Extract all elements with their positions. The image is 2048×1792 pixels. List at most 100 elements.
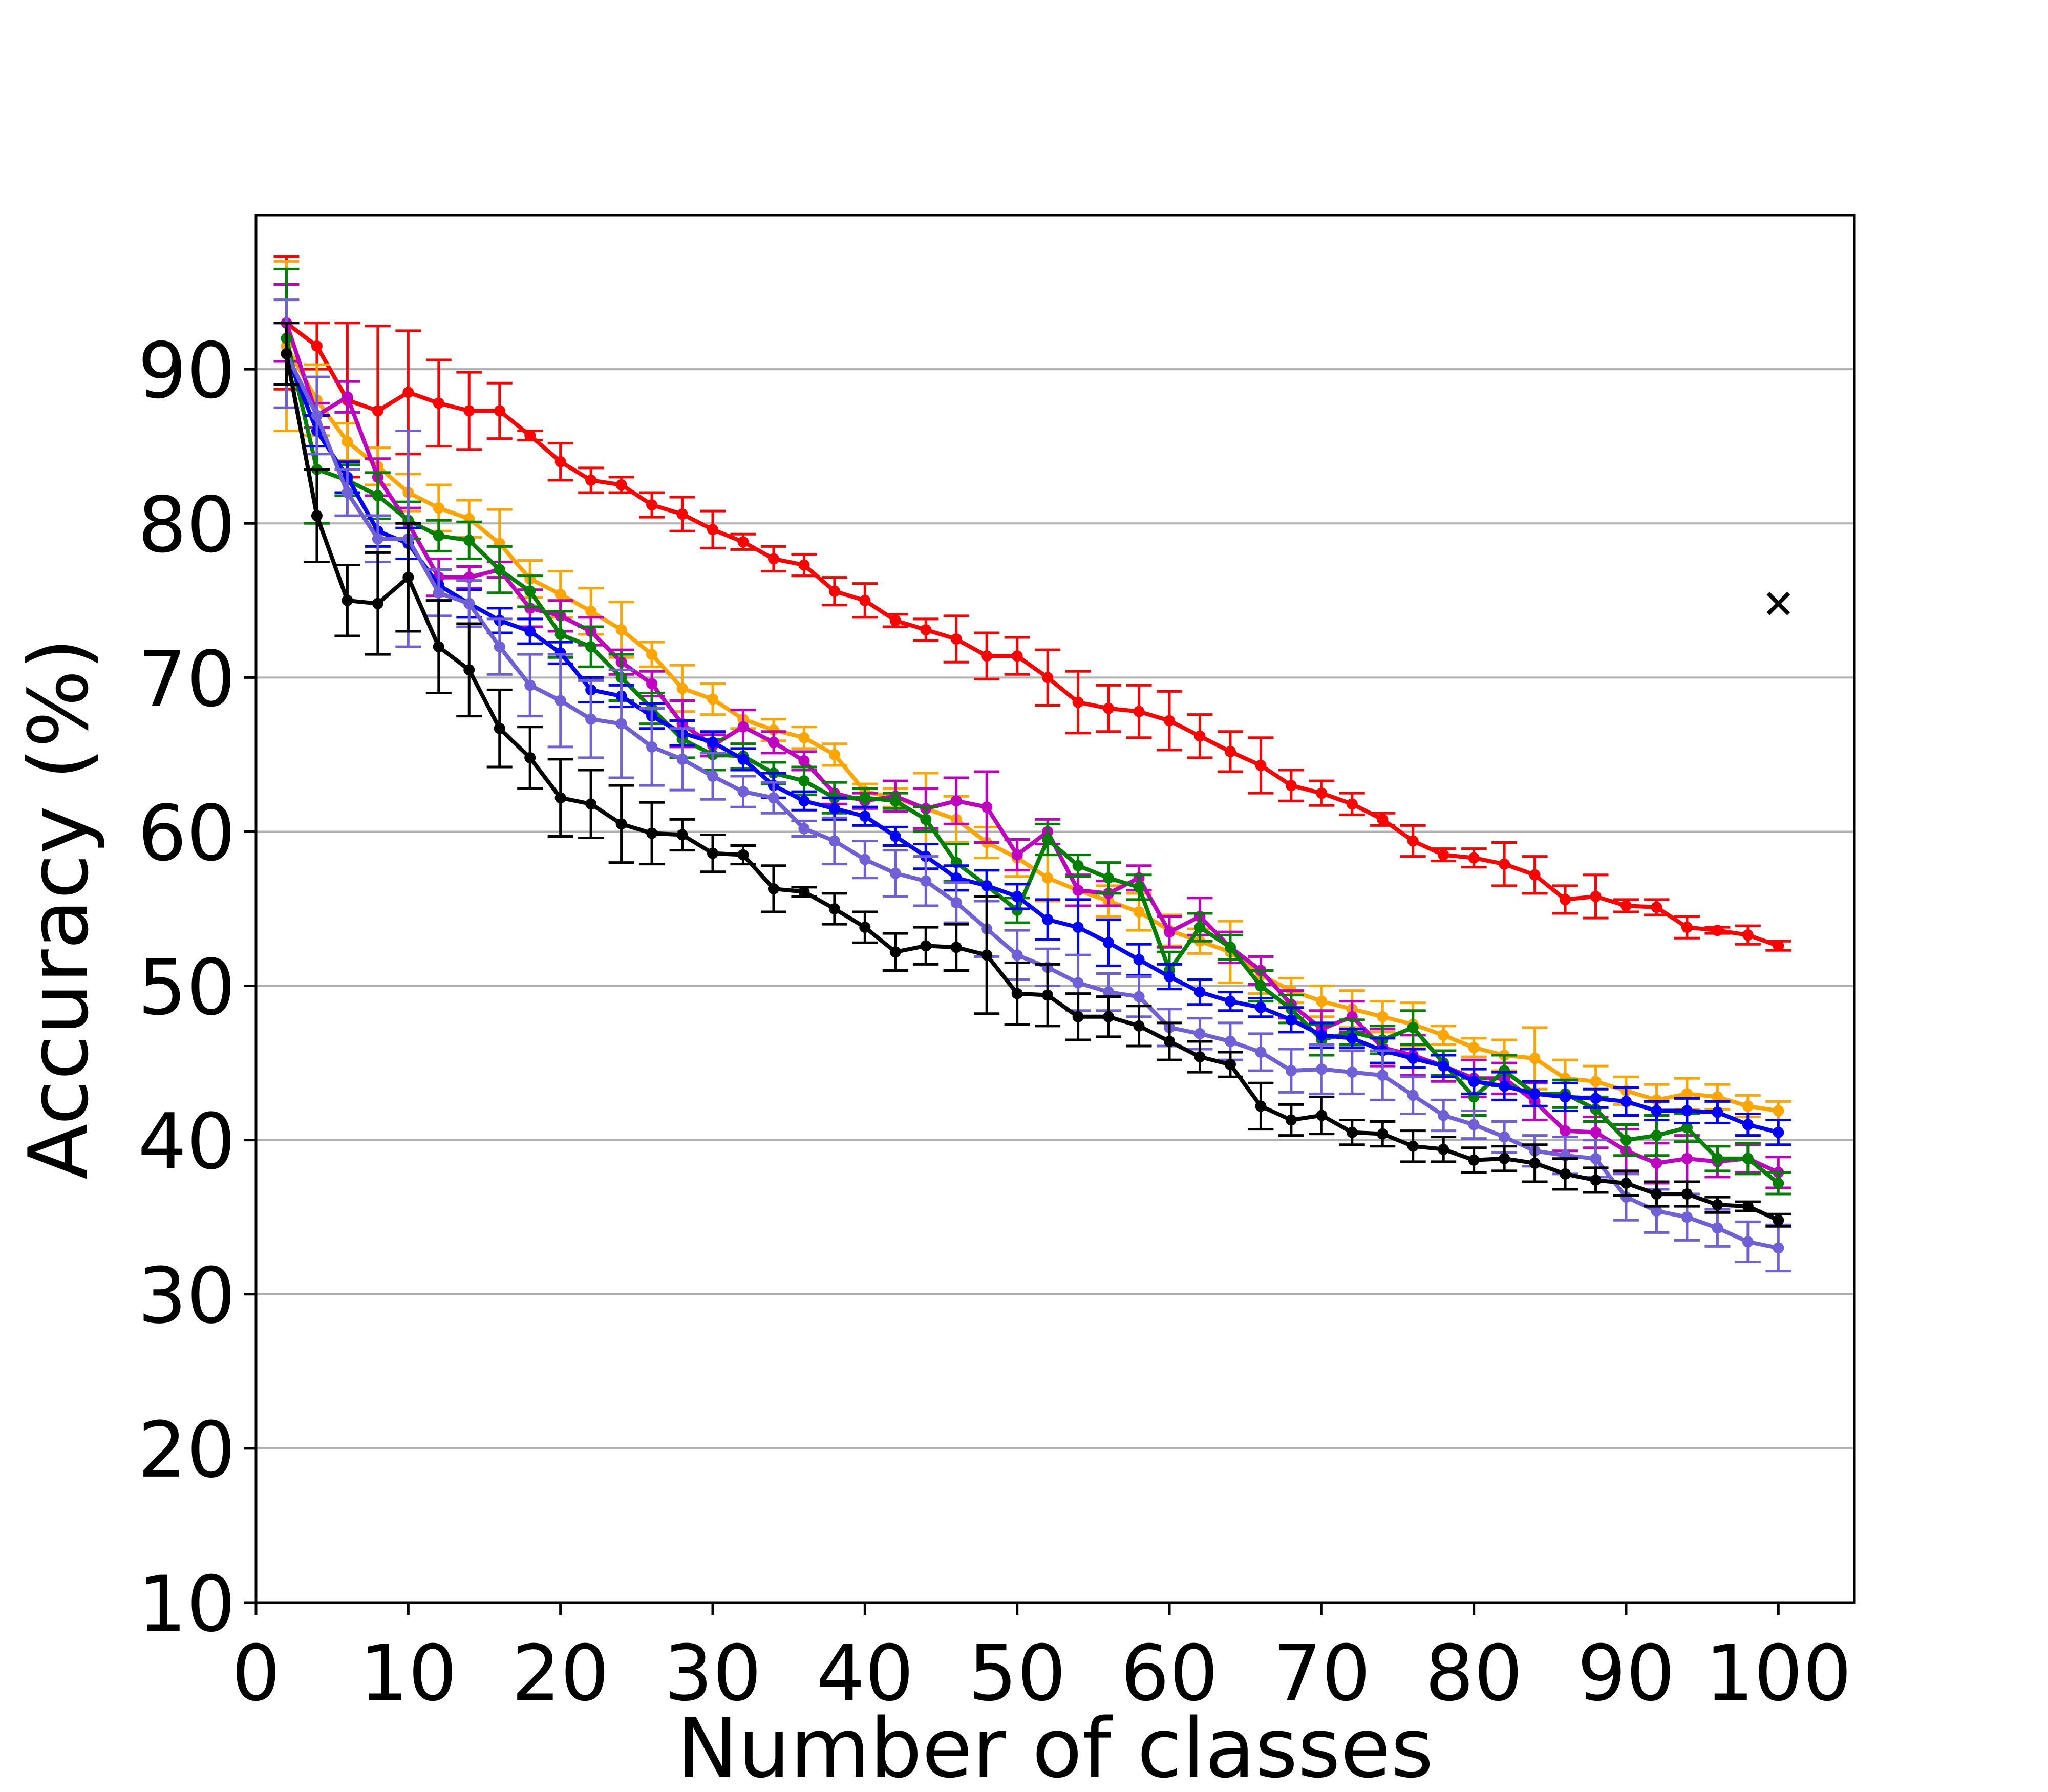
data-point — [737, 536, 749, 548]
x-tick-label-30: 30 — [664, 1629, 762, 1718]
data-point — [950, 795, 962, 807]
data-point — [1499, 858, 1510, 870]
data-point — [950, 942, 962, 953]
data-point — [1681, 1188, 1693, 1200]
data-point — [554, 695, 566, 707]
series-layer — [273, 255, 1791, 1273]
data-point — [1316, 1063, 1328, 1075]
data-point — [1590, 1076, 1602, 1087]
data-point — [1407, 1053, 1419, 1064]
data-point — [1255, 1001, 1267, 1013]
data-point — [433, 397, 444, 409]
y-tick-label-70: 70 — [138, 635, 236, 724]
data-point — [1255, 1100, 1267, 1112]
data-point — [554, 456, 566, 467]
data-point — [494, 722, 505, 734]
data-point — [920, 814, 932, 825]
y-tick-label-80: 80 — [138, 481, 236, 570]
data-point — [1194, 922, 1206, 933]
data-point — [1346, 1126, 1358, 1138]
data-point — [1468, 1154, 1480, 1166]
data-point — [1681, 1088, 1693, 1100]
data-point — [1072, 884, 1084, 896]
y-tick-label-90: 90 — [138, 327, 236, 416]
data-point — [402, 387, 414, 398]
data-point — [433, 502, 444, 514]
data-point — [1590, 1126, 1602, 1138]
data-point — [950, 897, 962, 908]
data-point — [1407, 1021, 1419, 1033]
data-point — [1164, 1035, 1175, 1047]
data-point — [981, 949, 993, 961]
data-point — [524, 679, 536, 691]
data-point — [1407, 1090, 1419, 1101]
series-4 — [273, 322, 1791, 1146]
data-point — [889, 830, 901, 842]
data-point — [1651, 1205, 1662, 1217]
data-point — [1042, 834, 1054, 845]
data-point — [1438, 1143, 1449, 1155]
data-point — [1712, 1106, 1723, 1118]
data-point — [1194, 1051, 1206, 1063]
data-point — [1285, 780, 1297, 792]
data-point — [554, 588, 566, 600]
series-line — [284, 337, 1780, 1185]
data-point — [1194, 1028, 1206, 1039]
data-point — [1042, 872, 1054, 884]
y-tick-label-20: 20 — [138, 1406, 236, 1495]
data-point — [1742, 1100, 1754, 1112]
data-point — [1499, 1131, 1510, 1143]
data-point — [554, 792, 566, 804]
data-point — [828, 803, 840, 815]
data-point — [1712, 1153, 1723, 1164]
data-point — [1590, 1093, 1602, 1104]
data-point — [1103, 1011, 1115, 1022]
data-point — [1224, 745, 1236, 757]
data-point — [1255, 759, 1267, 771]
data-point — [1133, 706, 1145, 717]
data-point — [1011, 949, 1023, 961]
data-point — [342, 487, 353, 498]
data-point — [1742, 1236, 1754, 1248]
data-point — [1529, 1157, 1541, 1169]
data-point — [1042, 914, 1054, 926]
data-point — [737, 721, 749, 733]
data-point — [524, 752, 536, 763]
grid-lines — [256, 368, 1854, 1449]
data-point — [1224, 1035, 1236, 1047]
data-point — [859, 792, 871, 804]
data-point — [1742, 1153, 1754, 1164]
data-point — [1590, 1174, 1602, 1186]
data-point — [1529, 1053, 1541, 1064]
data-point — [1133, 991, 1145, 1002]
data-point — [707, 524, 718, 536]
data-point — [1011, 988, 1023, 999]
data-point — [372, 490, 383, 502]
y-tick-label-50: 50 — [138, 944, 236, 1033]
data-point — [1773, 1242, 1784, 1254]
data-point — [920, 940, 932, 952]
x-tick-label-20: 20 — [511, 1629, 609, 1718]
data-point — [1651, 1157, 1662, 1169]
x-tick-label-50: 50 — [968, 1629, 1066, 1718]
data-point — [1620, 1177, 1632, 1189]
y-tick-label-30: 30 — [138, 1252, 236, 1341]
data-point — [798, 775, 810, 787]
data-point — [463, 664, 475, 676]
y-tick-label-60: 60 — [138, 789, 236, 878]
x-tick-label-80: 80 — [1425, 1629, 1523, 1718]
data-point — [981, 650, 993, 662]
plot-frame — [254, 214, 1856, 1604]
data-point — [859, 594, 871, 606]
data-point — [1194, 730, 1206, 742]
data-point — [342, 436, 353, 447]
data-point — [707, 693, 718, 705]
x-tick-label-70: 70 — [1273, 1629, 1371, 1718]
data-point — [1438, 1060, 1449, 1072]
data-point — [676, 508, 688, 520]
data-point — [1255, 980, 1267, 992]
data-point — [1499, 1080, 1510, 1092]
data-point — [1072, 977, 1084, 989]
data-point — [342, 391, 353, 403]
